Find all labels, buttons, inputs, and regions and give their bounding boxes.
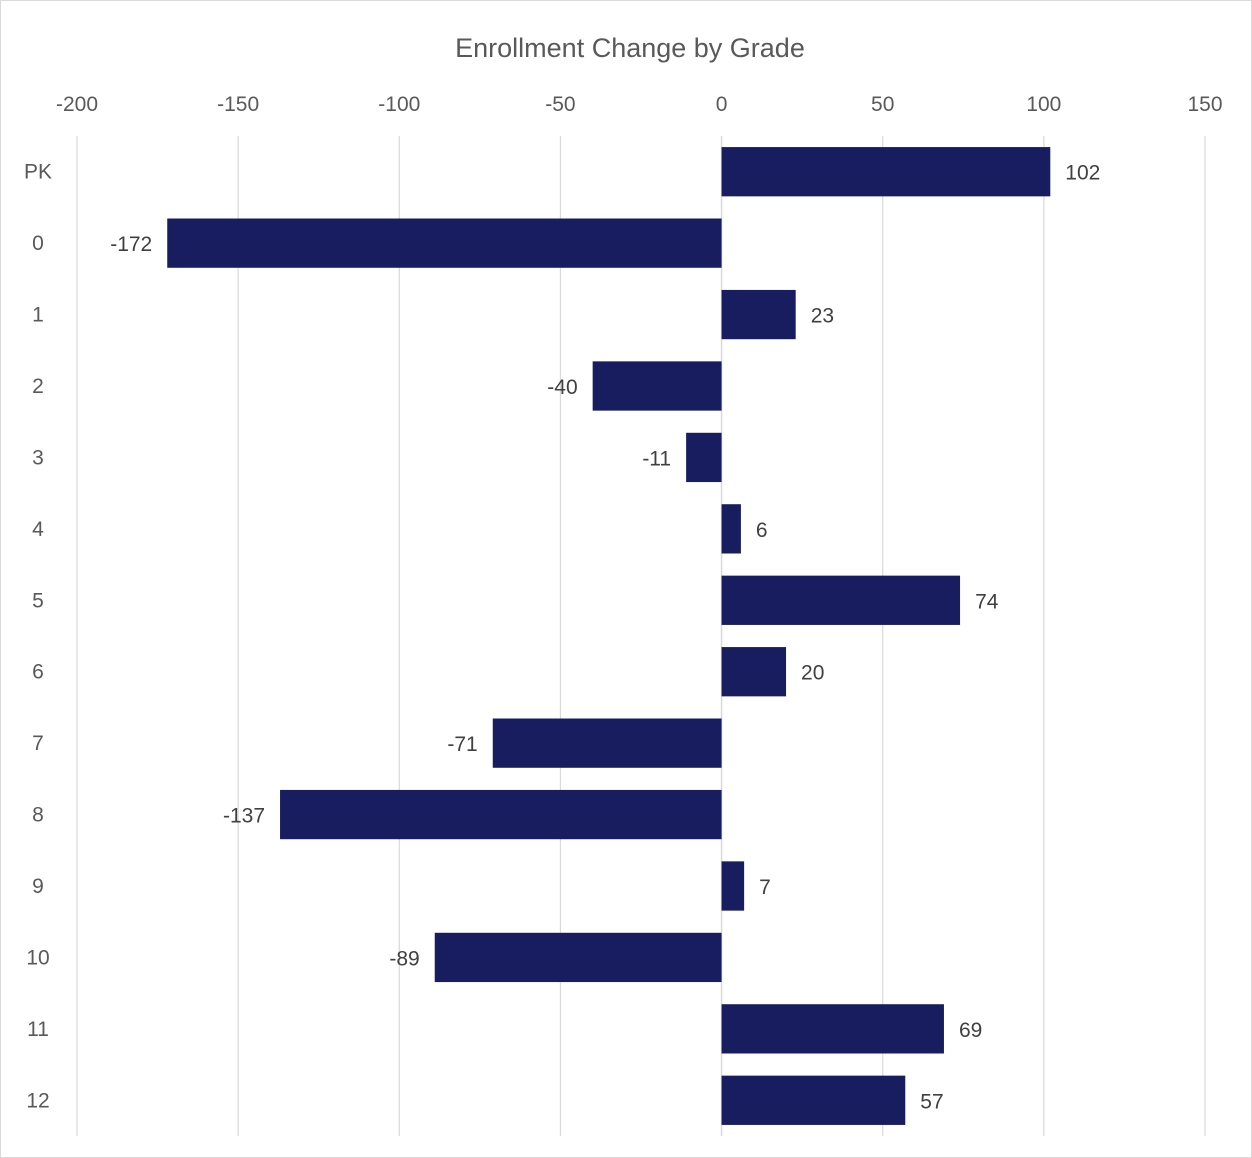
bar-7: [492, 718, 722, 768]
x-tick-label: -200: [56, 93, 98, 116]
bars: [167, 147, 1051, 1125]
category-label: 2: [32, 375, 44, 398]
x-tick-label: -150: [217, 93, 259, 116]
category-label: 1: [32, 304, 44, 327]
category-label: 5: [32, 589, 44, 612]
category-label: 4: [32, 518, 44, 541]
data-label: -172: [110, 233, 152, 256]
x-tick-label: -50: [545, 93, 575, 116]
category-label: 6: [32, 661, 44, 684]
category-label: 7: [32, 732, 44, 755]
x-axis-tick-labels: -200 -150 -100 -50 0 50 100 150: [56, 93, 1223, 116]
bar-9: [721, 861, 745, 911]
x-tick-label: 100: [1026, 93, 1061, 116]
data-label: -71: [447, 733, 477, 756]
category-label: 12: [26, 1089, 49, 1112]
category-label: 8: [32, 804, 44, 827]
bar-8: [280, 789, 722, 840]
data-label: 20: [801, 662, 824, 685]
data-label: -137: [223, 805, 265, 828]
data-label: -40: [547, 376, 577, 399]
category-label: 11: [27, 1018, 49, 1041]
category-label: 3: [32, 446, 44, 469]
data-label: 6: [756, 519, 768, 542]
data-label: 23: [811, 305, 834, 328]
bar-0: [167, 218, 722, 268]
bar-3: [686, 432, 722, 483]
data-label: 57: [920, 1090, 943, 1113]
data-label: 102: [1065, 162, 1100, 185]
x-tick-label: 150: [1187, 93, 1222, 116]
data-label: 74: [975, 590, 999, 613]
bar-5: [721, 575, 961, 625]
gridlines: [76, 136, 1206, 1136]
bar-2: [592, 361, 722, 411]
category-label: 10: [26, 946, 49, 969]
data-label: 7: [759, 876, 771, 899]
bar-12: [721, 1075, 906, 1125]
category-label: PK: [24, 161, 52, 184]
x-tick-label: -100: [378, 93, 420, 116]
category-label: 9: [32, 875, 44, 898]
data-label: 69: [959, 1019, 982, 1042]
bar-10: [434, 932, 722, 983]
bar-PK: [721, 147, 1051, 197]
data-labels: 102 -172 23 -40 -11 6 74 20 -71 -137 7 -89 69 57: [110, 162, 1100, 1114]
category-label: 0: [32, 232, 44, 255]
chart-title: Enrollment Change by Grade: [455, 33, 805, 63]
bar-6: [721, 647, 787, 697]
data-label: -89: [389, 947, 419, 970]
bar-4: [721, 504, 741, 554]
bar-11: [721, 1004, 944, 1054]
bar-1: [721, 289, 796, 340]
x-tick-label: 0: [716, 93, 728, 116]
x-tick-label: 50: [871, 93, 894, 116]
data-label: -11: [642, 447, 671, 470]
